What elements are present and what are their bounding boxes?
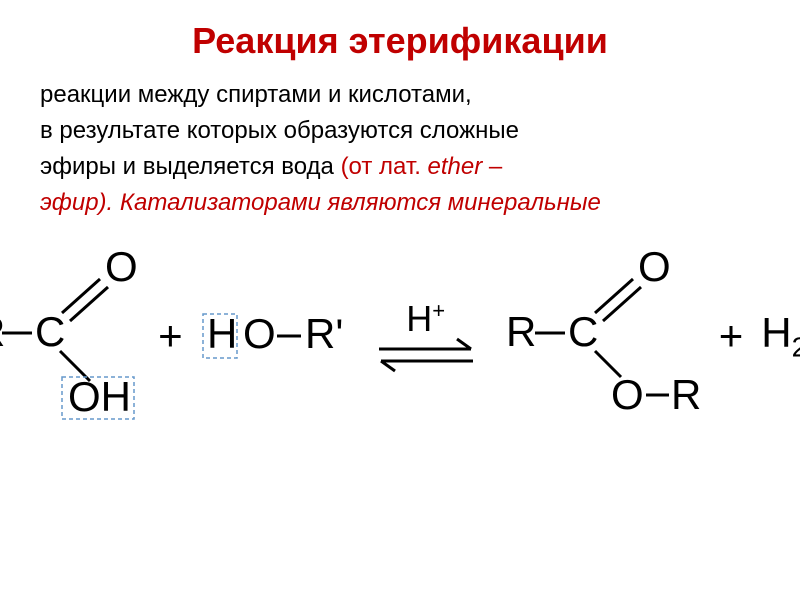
page-title: Реакция этерификации: [40, 20, 760, 62]
reaction-diagram: R C O OH + H O R' H+: [40, 251, 760, 421]
description-text: реакции между спиртами и кислотами, в ре…: [40, 77, 760, 221]
line-3-plain: эфиры и выделяется вода: [40, 153, 341, 180]
plus-1: +: [158, 312, 183, 360]
acid-C: C: [35, 308, 65, 355]
line-1: реакции между спиртами и кислотами,: [40, 77, 760, 113]
line-4: эфир). Катализаторами являются минеральн…: [40, 185, 760, 221]
line-4-rest: Катализаторами являются минеральные: [113, 189, 601, 216]
alcohol-R: R': [305, 310, 343, 357]
line-3-highlight-1: (от лат.: [341, 153, 428, 180]
ester-O-double: O: [638, 251, 671, 290]
line-3-highlight-2: –: [482, 153, 502, 180]
water-molecule: H2O: [761, 309, 800, 363]
plus-2: +: [719, 312, 744, 360]
water-h: H: [761, 309, 791, 356]
ester-O-single: O: [611, 371, 644, 418]
alcohol: H O R': [201, 296, 351, 376]
eq-arrow-svg: [371, 335, 481, 375]
carboxylic-acid: R C O OH: [0, 251, 140, 421]
water-2: 2: [792, 331, 800, 362]
acid-OH: OH: [68, 373, 131, 420]
catalyst-plus: +: [432, 298, 445, 323]
alcohol-O: O: [243, 310, 276, 357]
ester-R: R: [506, 308, 536, 355]
line-3-ether: ether: [428, 153, 483, 180]
equilibrium-arrow: H+: [371, 298, 481, 375]
ester-C: C: [568, 308, 598, 355]
catalyst-h: H: [406, 298, 432, 339]
alcohol-H: H: [207, 310, 237, 357]
ester: R C O O R': [501, 251, 701, 421]
line-2: в результате которых образуются сложные: [40, 113, 760, 149]
line-3: эфиры и выделяется вода (от лат. ether –: [40, 149, 760, 185]
ester-Rprime: R': [671, 371, 701, 418]
line-4-ether: эфир).: [40, 189, 113, 216]
catalyst-label: H+: [406, 298, 445, 340]
acid-O-double: O: [105, 251, 138, 290]
